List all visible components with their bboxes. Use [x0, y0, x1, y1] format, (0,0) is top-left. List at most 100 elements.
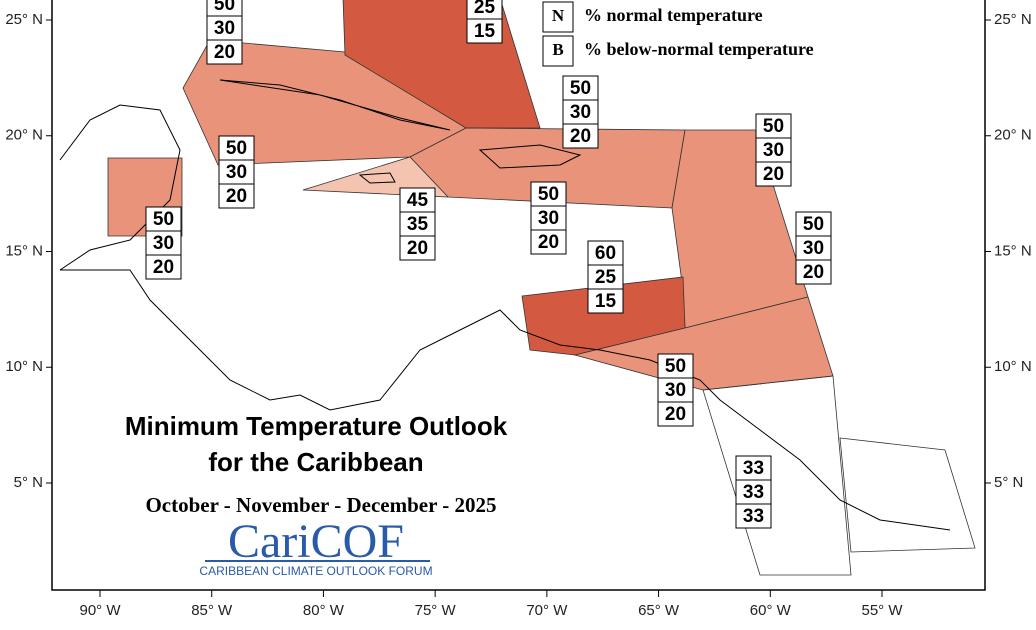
legend-key: N [552, 6, 565, 25]
lon-label: 75° W [415, 602, 457, 619]
lon-label: 90° W [79, 602, 121, 619]
box-cell [657, 353, 694, 379]
box-value: 30 [538, 208, 559, 229]
box-value: 30 [803, 238, 824, 259]
box-cell [530, 229, 567, 255]
box-value: 30 [153, 233, 174, 254]
box-cell [206, 15, 243, 41]
coastline [59, 79, 951, 531]
box-value: 20 [214, 42, 235, 63]
box-value: 20 [570, 126, 591, 147]
box-value: 30 [226, 162, 247, 183]
box-cell [795, 259, 832, 285]
probability-box: 50 30 20 [562, 75, 599, 149]
box-value: 20 [803, 262, 824, 283]
lat-label: 15° N [5, 242, 43, 259]
legend-key-box [542, 35, 574, 67]
box-value: 20 [665, 404, 686, 425]
period: October - November - December - 2025 [145, 493, 496, 517]
box-value: 33 [743, 458, 764, 479]
box-value: 30 [665, 380, 686, 401]
lon-label: 60° W [750, 602, 792, 619]
box-cell [562, 123, 599, 149]
box-cell [466, 18, 503, 44]
box-value: 20 [538, 232, 559, 253]
box-cell [795, 211, 832, 237]
coast [478, 144, 582, 169]
probability-box: 50 30 20 [657, 353, 694, 427]
box-cell [755, 161, 792, 187]
lat-label: 10° N [5, 358, 43, 375]
box-value: 30 [570, 102, 591, 123]
legend-text: % normal temperature [584, 5, 763, 25]
box-cell [587, 288, 624, 314]
lat-label: 10° N [994, 358, 1032, 375]
legend-key: B [552, 40, 563, 59]
lat-label: 15° N [994, 242, 1032, 259]
coast [59, 104, 181, 271]
box-cell [562, 75, 599, 101]
title: for the Caribbean [208, 447, 423, 477]
box-value: 50 [214, 0, 235, 15]
box-value: 20 [226, 186, 247, 207]
lat-label: 20° N [5, 127, 43, 144]
box-value: 50 [803, 214, 824, 235]
probability-box: 50 30 20 [206, 0, 243, 65]
box-value: 35 [407, 214, 429, 235]
region [702, 375, 852, 576]
probability-box: 60 25 15 [587, 240, 624, 314]
box-value: 45 [407, 190, 429, 211]
lat-label: 25° N [994, 11, 1032, 28]
lon-label: 70° W [526, 602, 568, 619]
box-value: 60 [595, 243, 616, 264]
box-cell [735, 479, 772, 505]
lon-label: 80° W [303, 602, 345, 619]
probability-box: 33 33 33 [735, 455, 772, 529]
region [302, 156, 449, 198]
lon-label: 65° W [638, 602, 680, 619]
box-cell [145, 230, 182, 256]
box-cell [755, 137, 792, 163]
probability-box: 50 30 20 [218, 135, 255, 209]
frame [51, 0, 986, 591]
box-value: 50 [153, 209, 174, 230]
box-cell [399, 187, 436, 213]
probability-box: 50 30 20 [795, 211, 832, 285]
box-value: 15 [474, 21, 496, 42]
box-value: 30 [763, 140, 784, 161]
box-value: 50 [763, 116, 784, 137]
box-value: 33 [743, 482, 764, 503]
legend-text: % below-normal temperature [584, 39, 814, 59]
box-value: 20 [153, 257, 174, 278]
box-cell [145, 254, 182, 280]
box-value: 50 [570, 78, 591, 99]
box-value: 33 [743, 506, 764, 527]
coast [60, 269, 951, 531]
lon-label: 55° W [861, 602, 903, 619]
box-cell [735, 503, 772, 529]
box-value: 20 [407, 238, 428, 259]
box-cell [145, 206, 182, 232]
probability-box: 50 30 20 [145, 206, 182, 280]
box-value: 25 [474, 0, 496, 18]
box-cell [735, 455, 772, 481]
box-value: 15 [595, 291, 617, 312]
box-value: 50 [665, 356, 686, 377]
box-value: 50 [226, 138, 247, 159]
probability-box: 50 30 20 [755, 113, 792, 187]
lon-label: 85° W [191, 602, 233, 619]
logo: CariCOF [228, 515, 404, 568]
box-cell [206, 39, 243, 65]
legend: N % normal temperature B % below-normal tem… [542, 1, 814, 67]
box-cell [399, 211, 436, 237]
lat-label: 20° N [994, 127, 1032, 144]
lat-label: 5° N [994, 474, 1023, 491]
logo-tagline: CARIBBEAN CLIMATE OUTLOOK FORUM [199, 564, 432, 578]
title: Minimum Temperature Outlook [125, 411, 508, 441]
box-cell [399, 235, 436, 261]
box-value: 50 [538, 184, 559, 205]
probability-box: 50 30 20 [530, 181, 567, 255]
coast [358, 172, 396, 184]
